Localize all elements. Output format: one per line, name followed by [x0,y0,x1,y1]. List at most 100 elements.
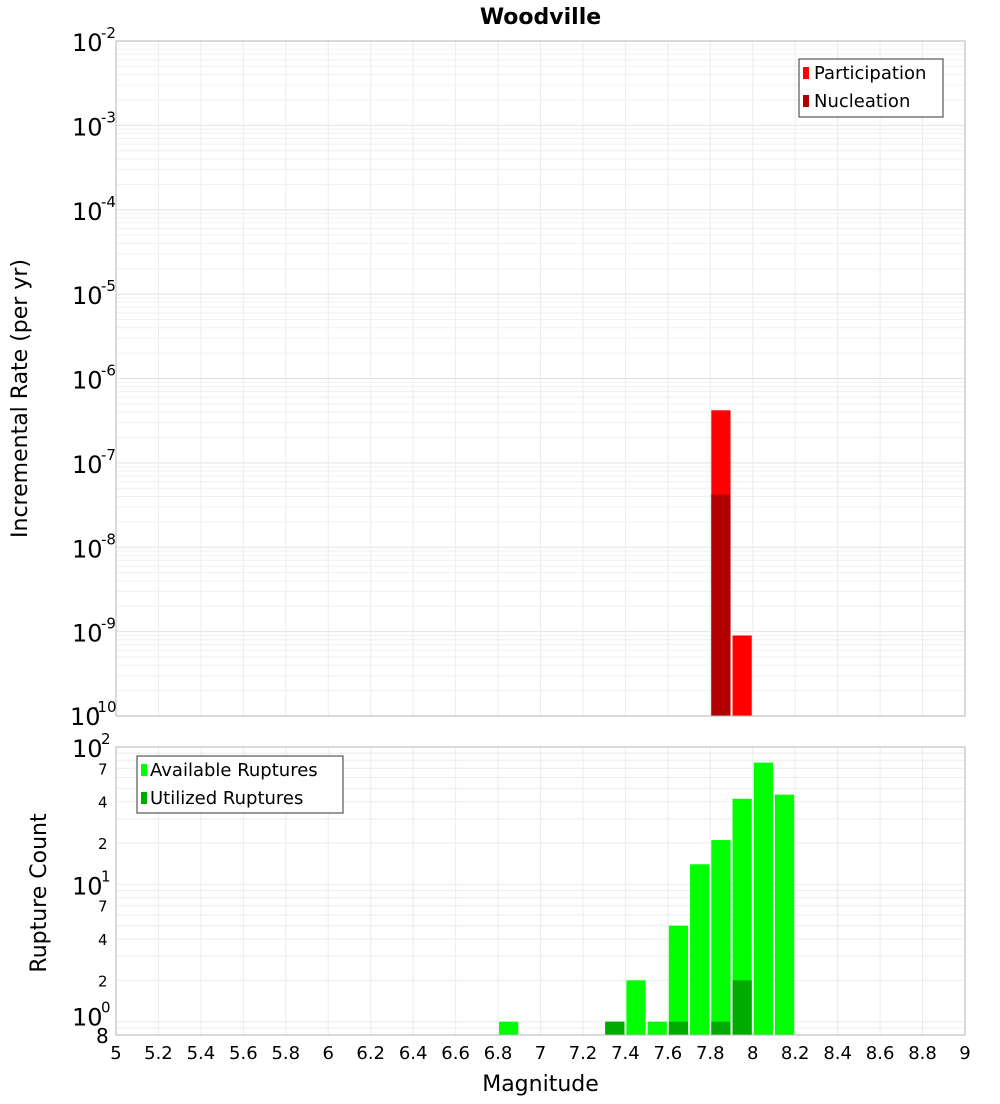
legend-label-participation: Participation [814,63,926,84]
top-y-tick-label: 10-5 [72,277,116,310]
top-y-tick-exponent: -2 [101,24,116,42]
bottom-y-tick-base: 10 [72,872,103,900]
top-y-tick-exponent: -8 [101,530,116,548]
top-y-tick-base: 10 [72,367,103,395]
top-y-tick-exponent: -3 [101,108,116,126]
x-tick-label: 9 [959,1043,970,1064]
top-y-tick-base: 10 [72,535,103,563]
x-tick-label: 8.4 [823,1043,852,1064]
bar-available-ruptures-2 [626,980,646,1035]
bar-available-ruptures-6 [711,840,731,1035]
legend-label-utilized-ruptures: Utilized Ruptures [150,788,303,809]
bottom-y-major-tick-label: 102 [72,730,111,763]
bottom-y-minor-tick-label: 4 [98,794,108,812]
bottom-legend-box [136,755,344,814]
top-y-tick-exponent: -5 [101,277,116,295]
bottom-y-tick-exponent: 0 [101,999,111,1017]
top-legend-box [798,58,944,118]
bottom-y-axis-label: Rupture Count [27,813,52,973]
x-tick-label: 6 [323,1043,334,1064]
bottom-y-major-tick-label: 100 [72,999,111,1032]
top-y-tick-exponent: -4 [101,193,116,211]
bar-available-ruptures-5 [690,864,710,1035]
x-tick-label: 6.8 [484,1043,513,1064]
bar-available-ruptures-4 [668,925,689,1035]
legend-swatch-available-ruptures [141,764,147,776]
bar-utilized-ruptures-0 [605,1021,625,1035]
bottom-y-tick-base: 10 [72,1004,103,1032]
x-tick-label: 5.6 [229,1043,258,1064]
bar-utilized-ruptures-1 [668,1021,689,1035]
bar-available-ruptures-3 [647,1021,667,1035]
top-y-tick-exponent: -10 [92,698,117,716]
legend-swatch-participation [803,67,809,79]
x-tick-label: 6.2 [356,1043,385,1064]
top-y-tick-exponent: -9 [101,615,116,633]
legend-label-nucleation: Nucleation [814,91,910,112]
top-y-tick-base: 10 [72,620,103,648]
x-tick-label: 7.6 [654,1043,683,1064]
bar-available-ruptures-7 [732,798,752,1035]
top-y-tick-base: 10 [72,282,103,310]
bottom-y-minor-tick-label: 8 [96,1024,109,1048]
x-tick-label: 7.8 [696,1043,725,1064]
bottom-y-tick-exponent: 1 [101,867,111,885]
x-tick-label: 8.8 [908,1043,937,1064]
bar-nucleation-0 [711,494,731,716]
legend-label-available-ruptures: Available Ruptures [150,760,318,781]
top-gridlines [115,41,966,717]
x-tick-label: 5.4 [187,1043,216,1064]
top-y-tick-exponent: -6 [101,362,116,380]
top-y-tick-base: 10 [72,113,103,141]
legend-swatch-nucleation [803,95,809,107]
bar-available-ruptures-9 [774,794,795,1035]
top-y-tick-label: 10-9 [72,615,116,648]
bottom-y-tick-base: 10 [72,735,103,763]
bottom-y-minor-tick-label: 7 [98,898,108,916]
chart-title: Woodville [480,5,601,30]
bottom-plot-border [115,746,966,1036]
bar-utilized-ruptures-3 [732,980,752,1035]
bar-available-ruptures-0 [499,1021,519,1035]
legend-swatch-utilized-ruptures [141,792,147,804]
x-tick-label: 7.2 [569,1043,598,1064]
x-tick-label: 5.2 [144,1043,173,1064]
x-tick-label: 7.4 [611,1043,640,1064]
bar-participation-1 [732,635,752,716]
bottom-legend: Available Ruptures Utilized Ruptures [136,755,344,814]
top-y-tick-label: 10-2 [72,24,116,57]
top-y-axis-label: Incremental Rate (per yr) [8,259,33,538]
bottom-y-major-tick-label: 101 [72,867,111,900]
x-tick-label: 5 [110,1043,121,1064]
x-tick-label: 7 [535,1043,546,1064]
x-tick-label: 8.2 [781,1043,810,1064]
bottom-y-minor-tick-label: 7 [98,760,108,778]
top-legend: Participation Nucleation [798,58,944,118]
top-y-tick-label: 10-6 [72,362,116,395]
top-y-tick-base: 10 [70,703,101,731]
top-y-tick-label: 10-8 [72,530,116,563]
bottom-y-minor-tick-label: 4 [98,931,108,949]
top-y-tick-label: 10-4 [72,193,116,226]
x-tick-label: 8.6 [866,1043,895,1064]
x-tick-label: 5.8 [271,1043,300,1064]
x-tick-label: 6.4 [399,1043,428,1064]
top-y-tick-base: 10 [72,29,103,57]
bottom-y-minor-tick-label: 2 [98,835,108,853]
bar-utilized-ruptures-2 [711,1021,731,1035]
top-y-tick-label: 10-10 [70,698,117,731]
x-tick-label: 8 [747,1043,758,1064]
x-axis-label: Magnitude [482,1072,599,1097]
bar-available-ruptures-8 [753,762,773,1035]
top-y-tick-exponent: -7 [101,446,116,464]
bottom-y-tick-exponent: 2 [101,730,111,748]
top-bars [711,410,752,716]
bottom-y-minor-tick-label: 2 [98,972,108,990]
top-plot-border [115,40,966,717]
x-tick-label: 6.6 [441,1043,470,1064]
top-y-tick-base: 10 [72,451,103,479]
top-y-tick-label: 10-7 [72,446,116,479]
top-y-tick-label: 10-3 [72,108,116,141]
